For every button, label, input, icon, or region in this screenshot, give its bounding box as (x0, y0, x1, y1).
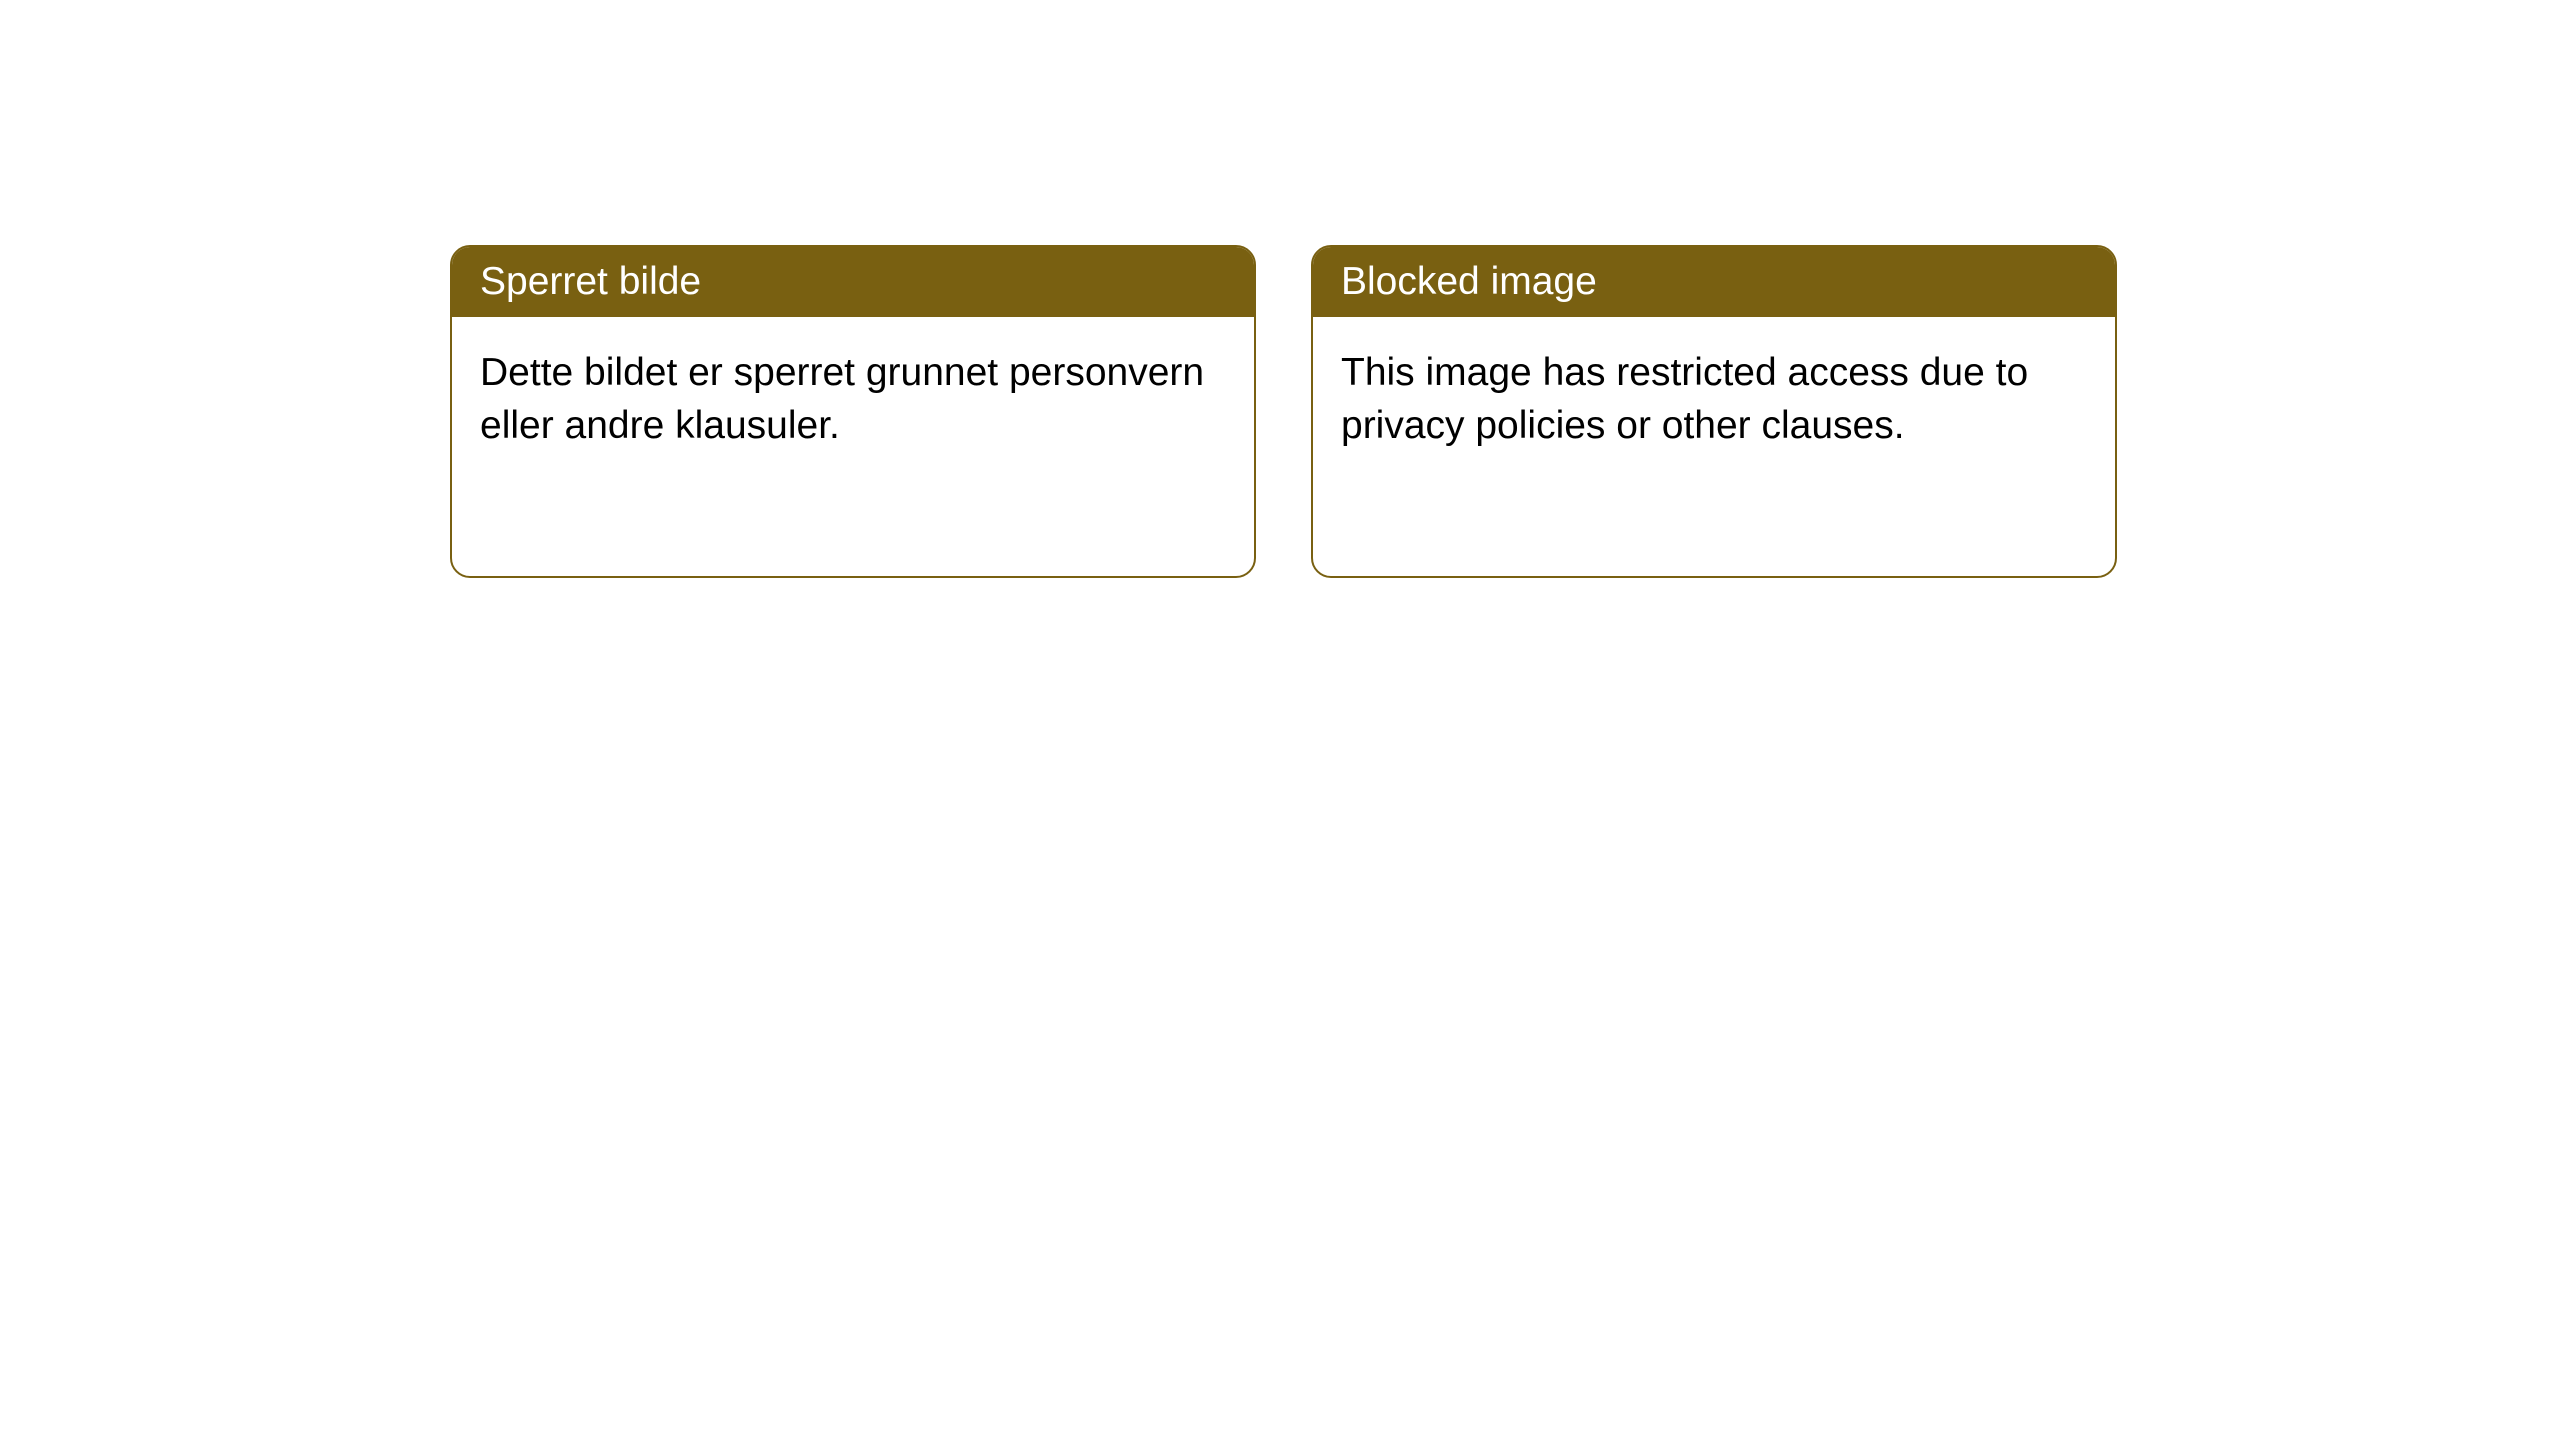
notice-title: Blocked image (1341, 260, 1597, 303)
notice-body: Dette bildet er sperret grunnet personve… (452, 317, 1254, 482)
blocked-image-notice-en: Blocked image This image has restricted … (1311, 245, 2117, 578)
notice-title: Sperret bilde (480, 260, 701, 303)
notice-container: Sperret bilde Dette bildet er sperret gr… (450, 245, 2117, 578)
notice-body-text: This image has restricted access due to … (1341, 351, 2028, 447)
notice-header: Blocked image (1313, 247, 2115, 317)
notice-body-text: Dette bildet er sperret grunnet personve… (480, 351, 1204, 447)
notice-header: Sperret bilde (452, 247, 1254, 317)
blocked-image-notice-no: Sperret bilde Dette bildet er sperret gr… (450, 245, 1256, 578)
notice-body: This image has restricted access due to … (1313, 317, 2115, 482)
